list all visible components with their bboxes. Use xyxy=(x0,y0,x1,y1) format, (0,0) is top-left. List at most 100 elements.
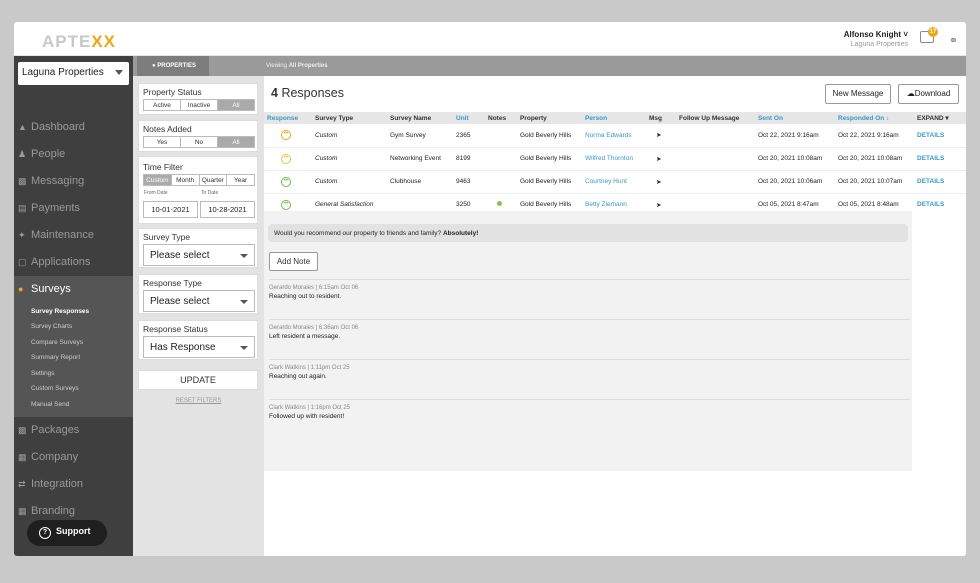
option-inactive[interactable]: Inactive xyxy=(181,100,218,110)
option-all[interactable]: All xyxy=(218,137,254,147)
send-icon[interactable]: ➤ xyxy=(646,147,676,171)
chevron-down-icon xyxy=(240,254,248,258)
response-answer-bubble: Would you recommend our property to frie… xyxy=(268,224,908,242)
cell-person-link[interactable]: Courtney Hunt xyxy=(582,170,646,194)
col-notes[interactable]: Notes xyxy=(485,112,517,124)
col-responded-on[interactable]: Responded On ↓ xyxy=(835,112,914,124)
note-meta: Clark Watkins | 1:11pm Oct 25 xyxy=(269,365,350,371)
send-icon[interactable]: ➤ xyxy=(646,124,676,148)
table-row[interactable]: •• Custom Networking Event 8199 Gold Bev… xyxy=(264,147,966,171)
download-button[interactable]: ☁Download xyxy=(898,84,959,104)
sidebar-item-maintenance[interactable]: ✦ Maintenance xyxy=(14,222,133,249)
filter-label: Survey Type xyxy=(143,232,191,242)
subitem-settings[interactable]: Settings xyxy=(31,370,55,377)
sidebar-item-label: Dashboard xyxy=(31,121,85,133)
option-no[interactable]: No xyxy=(181,137,218,147)
subitem-compare-surveys[interactable]: Compare Surveys xyxy=(31,339,84,346)
new-message-button[interactable]: New Message xyxy=(825,84,891,104)
sidebar-item-messaging[interactable]: ▩ Messaging xyxy=(14,168,133,195)
cell-responded-on: Oct 20, 2021 10:08am xyxy=(835,147,914,171)
option-month[interactable]: Month xyxy=(172,175,200,185)
user-menu[interactable]: Alfonso Knight ˅ Laguna Properties xyxy=(844,30,908,50)
time-filter: Time Filter Custom Month Quarter Year Fr… xyxy=(138,156,258,224)
chat-icon[interactable] xyxy=(920,31,934,43)
note-text: Left resident a message. xyxy=(269,333,341,340)
option-custom[interactable]: Custom xyxy=(144,175,172,185)
col-sent-on[interactable]: Sent On xyxy=(755,112,835,124)
option-active[interactable]: Active xyxy=(144,100,181,110)
update-button[interactable]: UPDATE xyxy=(138,370,258,390)
cell-unit: 8199 xyxy=(453,147,485,171)
sidebar-item-surveys[interactable]: ● Surveys xyxy=(14,276,133,303)
cell-follow-up xyxy=(676,124,755,148)
sidebar-item-label: Messaging xyxy=(31,175,85,187)
response-count: 4 xyxy=(271,86,278,100)
note-item: Gerardo Morales | 6:15am Oct 06 Reaching… xyxy=(269,279,909,300)
cell-unit: 9463 xyxy=(453,170,485,194)
option-quarter[interactable]: Quarter xyxy=(200,175,228,185)
col-unit[interactable]: Unit xyxy=(453,112,485,124)
support-button[interactable]: ? Support xyxy=(27,520,107,546)
col-follow-up[interactable]: Follow Up Message xyxy=(676,112,755,124)
details-link[interactable]: DETAILS xyxy=(914,124,966,148)
col-person[interactable]: Person xyxy=(582,112,646,124)
cell-person-link[interactable]: Wilfred Thornton xyxy=(582,147,646,171)
cell-responded-on: Oct 22, 2021 9:16am xyxy=(835,124,914,148)
col-survey-type[interactable]: Survey Type xyxy=(312,112,387,124)
col-response[interactable]: Response xyxy=(264,112,312,124)
option-yes[interactable]: Yes xyxy=(144,137,181,147)
sidebar-item-applications[interactable]: ▢ Applications xyxy=(14,249,133,276)
to-date-input[interactable]: 10-28-2021 xyxy=(200,201,255,218)
option-all[interactable]: All xyxy=(218,100,254,110)
subitem-manual-send[interactable]: Manual Send xyxy=(31,401,70,408)
cell-property: Gold Beverly Hills xyxy=(517,124,582,148)
survey-type-select[interactable]: Please select xyxy=(143,244,255,266)
property-select[interactable]: Laguna Properties xyxy=(18,62,129,85)
table-row[interactable]: •• General Satisfaction 3250 Gold Beverl… xyxy=(264,193,966,217)
sidebar-item-label: Branding xyxy=(31,505,76,517)
cell-survey-name: Clubhouse xyxy=(387,170,453,194)
sidebar-item-company[interactable]: ▦ Company xyxy=(14,444,133,471)
reset-filters-link[interactable]: RESET FILTERS xyxy=(175,398,222,404)
details-link[interactable]: DETAILS xyxy=(914,147,966,171)
user-company: Laguna Properties xyxy=(850,41,908,48)
filter-label: Time Filter xyxy=(143,162,183,172)
sidebar-item-integration[interactable]: ⇄ Integration xyxy=(14,471,133,498)
logo-accent-text: XX xyxy=(91,32,117,51)
filter-panel: ● PROPERTIES Property Status Active Inac… xyxy=(133,56,264,556)
sidebar-item-packages[interactable]: ▩ Packages xyxy=(14,417,133,444)
from-date-input[interactable]: 10-01-2021 xyxy=(143,201,198,218)
notes-added-filter: Notes Added Yes No All xyxy=(138,120,258,152)
cell-person-link[interactable]: Norma Edwards xyxy=(582,124,646,148)
subitem-summary-report[interactable]: Summary Report xyxy=(31,354,81,361)
survey-question: Would you recommend our property to frie… xyxy=(274,230,442,237)
table-row[interactable]: •• Custom Clubhouse 9463 Gold Beverly Hi… xyxy=(264,170,966,194)
note-item: Clark Watkins | 1:11pm Oct 25 Reaching o… xyxy=(269,359,909,380)
packages-icon: ▩ xyxy=(18,425,27,435)
sidebar-item-branding[interactable]: ▦ Branding xyxy=(14,498,133,525)
send-icon[interactable]: ➤ xyxy=(646,170,676,194)
details-link[interactable]: DETAILS xyxy=(914,170,966,194)
col-msg[interactable]: Msg xyxy=(646,112,676,124)
link-icon[interactable]: ⚭ xyxy=(948,35,958,47)
col-survey-name[interactable]: Survey Name xyxy=(387,112,453,124)
col-expand[interactable]: EXPAND ▾ xyxy=(914,112,966,124)
response-status-select[interactable]: Has Response xyxy=(143,336,255,358)
col-property[interactable]: Property xyxy=(517,112,582,124)
note-meta: Clark Watkins | 1:16pm Oct 25 xyxy=(269,405,351,411)
subitem-custom-surveys[interactable]: Custom Surveys xyxy=(31,385,79,392)
sidebar-item-dashboard[interactable]: ▲ Dashboard xyxy=(14,114,133,141)
subitem-survey-responses[interactable]: Survey Responses xyxy=(31,308,90,315)
add-note-button[interactable]: Add Note xyxy=(269,252,318,271)
response-type-select[interactable]: Please select xyxy=(143,290,255,312)
sidebar-item-payments[interactable]: ▤ Payments xyxy=(14,195,133,222)
option-year[interactable]: Year xyxy=(234,177,248,184)
branding-icon: ▦ xyxy=(18,506,27,516)
tab-properties-label: PROPERTIES xyxy=(157,63,196,69)
subitem-survey-charts[interactable]: Survey Charts xyxy=(31,323,73,330)
logo[interactable]: APTEXX xyxy=(42,32,116,52)
sidebar-item-people[interactable]: ♟ People xyxy=(14,141,133,168)
tab-properties[interactable]: ● PROPERTIES xyxy=(137,56,209,76)
cell-follow-up xyxy=(676,147,755,171)
table-row[interactable]: •• Custom Gym Survey 2365 Gold Beverly H… xyxy=(264,124,966,148)
